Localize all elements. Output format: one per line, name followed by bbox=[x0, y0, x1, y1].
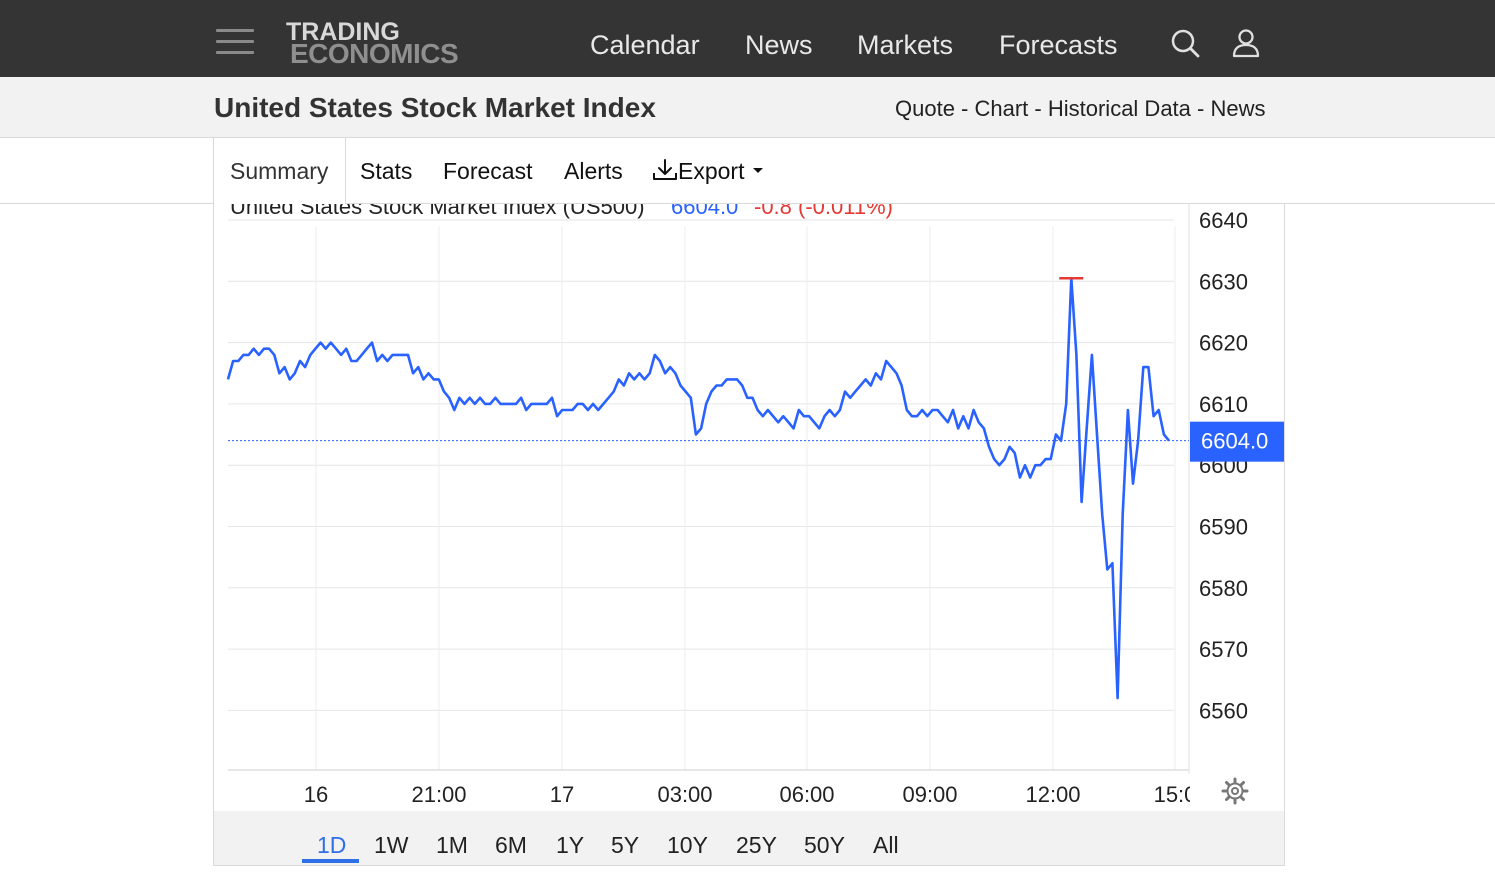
y-tick-label: 6580 bbox=[1199, 576, 1248, 601]
chart-legend: United States Stock Market Index (US500)… bbox=[230, 204, 893, 219]
x-tick-label: 21:00 bbox=[411, 782, 466, 807]
title-bar bbox=[0, 77, 1495, 138]
caret-down-icon bbox=[752, 168, 763, 173]
nav-forecasts[interactable]: Forecasts bbox=[999, 30, 1118, 60]
x-tick-label: 16 bbox=[304, 782, 328, 807]
legend-price: 6604.0 bbox=[671, 204, 738, 219]
x-tick-label: 09:00 bbox=[902, 782, 957, 807]
range-10y[interactable]: 10Y bbox=[667, 832, 708, 858]
range-5y[interactable]: 5Y bbox=[611, 832, 640, 858]
breadcrumb: Quote - Chart - Historical Data - News bbox=[895, 96, 1265, 122]
user-icon[interactable] bbox=[1230, 27, 1262, 59]
x-tick-label: 03:00 bbox=[657, 782, 712, 807]
crumb-separator: - bbox=[1028, 96, 1048, 121]
x-tick-label: 17 bbox=[550, 782, 574, 807]
crumb-historical-data[interactable]: Historical Data bbox=[1047, 96, 1191, 121]
price-tag: 6604.0 bbox=[1190, 421, 1284, 462]
crumb-separator: - bbox=[954, 96, 975, 121]
x-tick-label: 12:00 bbox=[1025, 782, 1080, 807]
nav-markets[interactable]: Markets bbox=[857, 30, 954, 60]
nav-news[interactable]: News bbox=[745, 30, 813, 60]
legend-change: -0.8 (-0.011%) bbox=[754, 204, 893, 219]
active-range-underline bbox=[302, 859, 359, 863]
crumb-quote[interactable]: Quote bbox=[895, 96, 955, 121]
tab-summary-box bbox=[213, 138, 346, 204]
settings-icon[interactable] bbox=[1221, 777, 1249, 805]
x-tick-label: 15:0 bbox=[1154, 782, 1197, 807]
y-tick-label: 6610 bbox=[1199, 392, 1248, 417]
range-all[interactable]: All bbox=[873, 832, 899, 858]
logo-line-1: TRADING bbox=[286, 18, 400, 46]
top-nav-bar: TRADING ECONOMICS Calendar News Markets … bbox=[0, 0, 1495, 77]
y-tick-label: 6560 bbox=[1199, 698, 1248, 723]
crumb-chart[interactable]: Chart bbox=[974, 96, 1029, 121]
y-tick-label: 6630 bbox=[1199, 269, 1248, 294]
y-tick-label: 6640 bbox=[1199, 208, 1248, 233]
tab-alerts[interactable]: Alerts bbox=[564, 158, 623, 184]
chart-panel: 6640 6630 6620 6610 6600 6590 6580 6570 6560 16 21… bbox=[213, 204, 1285, 866]
menu-icon[interactable] bbox=[216, 26, 256, 58]
grid-lines bbox=[228, 219, 1176, 770]
nav-calendar[interactable]: Calendar bbox=[590, 30, 700, 60]
y-tick-label: 6620 bbox=[1199, 331, 1248, 356]
y-tick-label: 6590 bbox=[1199, 515, 1248, 540]
crumb-news[interactable]: News bbox=[1210, 96, 1266, 121]
page-title: United States Stock Market Index bbox=[214, 92, 656, 123]
price-tag-box bbox=[1190, 421, 1284, 462]
price-tag-label: 6604.0 bbox=[1201, 429, 1268, 454]
range-25y[interactable]: 25Y bbox=[736, 832, 777, 858]
legend-name: United States Stock Market Index (US500) bbox=[230, 204, 645, 219]
x-tick-label: 06:00 bbox=[779, 782, 834, 807]
axis-label-mask bbox=[1190, 779, 1220, 809]
price-line bbox=[226, 276, 1171, 700]
y-tick-label: 6570 bbox=[1199, 637, 1248, 662]
download-icon bbox=[653, 159, 677, 180]
range-1y[interactable]: 1Y bbox=[556, 832, 585, 858]
crumb-separator: - bbox=[1190, 96, 1211, 121]
logo-line-2: ECONOMICS bbox=[290, 38, 459, 69]
range-1w[interactable]: 1W bbox=[374, 832, 409, 858]
range-1d[interactable]: 1D bbox=[317, 832, 347, 858]
range-50y[interactable]: 50Y bbox=[804, 832, 845, 858]
range-selector bbox=[214, 811, 1284, 865]
export-label: Export bbox=[678, 158, 745, 184]
tab-summary[interactable]: Summary bbox=[230, 158, 329, 184]
tab-forecast[interactable]: Forecast bbox=[443, 158, 533, 184]
series-line bbox=[226, 276, 1189, 700]
tab-stats[interactable]: Stats bbox=[360, 158, 413, 184]
tab-export[interactable]: Export bbox=[652, 157, 765, 185]
logo[interactable]: TRADING ECONOMICS bbox=[286, 20, 476, 70]
search-icon[interactable] bbox=[1170, 28, 1202, 60]
range-6m[interactable]: 6M bbox=[495, 832, 527, 858]
range-1m[interactable]: 1M bbox=[436, 832, 468, 858]
